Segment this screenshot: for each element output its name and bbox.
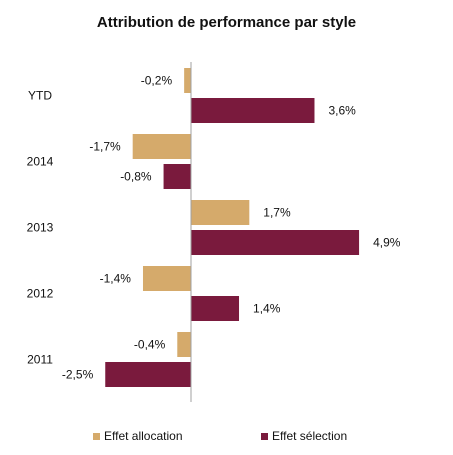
category-label-2013: 2013 (27, 221, 54, 235)
data-label-allocation-2012: -1,4% (100, 272, 132, 286)
legend-swatch-selection (261, 432, 268, 440)
data-label-selection-2012: 1,4% (253, 302, 281, 316)
data-label-allocation-2014: -1,7% (89, 140, 121, 154)
legend-label-allocation: Effet allocation (104, 429, 183, 443)
category-label-2012: 2012 (27, 287, 54, 301)
data-label-selection-ytd: 3,6% (328, 104, 356, 118)
bar-selection-ytd (191, 98, 315, 123)
data-label-allocation-2011: -0,4% (134, 338, 166, 352)
bar-selection-2014 (163, 164, 191, 189)
chart-title: Attribution de performance par style (96, 14, 357, 31)
legend-item-selection: Effet sélection (261, 429, 347, 443)
legend-swatch-allocation (93, 432, 100, 440)
bar-allocation-2013 (191, 200, 250, 225)
bar-allocation-2014 (132, 134, 191, 159)
bar-selection-2011 (105, 362, 191, 387)
data-label-allocation-ytd: -0,2% (141, 74, 173, 88)
bar-allocation-2012 (142, 266, 191, 291)
category-label-2011: 2011 (27, 353, 53, 367)
chart-legend: Effet allocation Effet sélection (0, 429, 453, 447)
category-label-ytd: YTD (28, 89, 52, 103)
legend-label-selection: Effet sélection (272, 429, 348, 443)
bar-selection-2012 (191, 296, 240, 321)
data-label-selection-2014: -0,8% (120, 170, 152, 184)
data-label-selection-2011: -2,5% (62, 368, 94, 382)
legend-item-allocation: Effet allocation (93, 429, 183, 443)
category-label-2014: 2014 (27, 155, 54, 169)
bar-allocation-2011 (177, 332, 191, 357)
bar-selection-2013 (191, 230, 360, 255)
data-label-selection-2013: 4,9% (373, 236, 401, 250)
bar-allocation-ytd (184, 68, 191, 93)
data-label-allocation-2013: 1,7% (263, 206, 291, 220)
